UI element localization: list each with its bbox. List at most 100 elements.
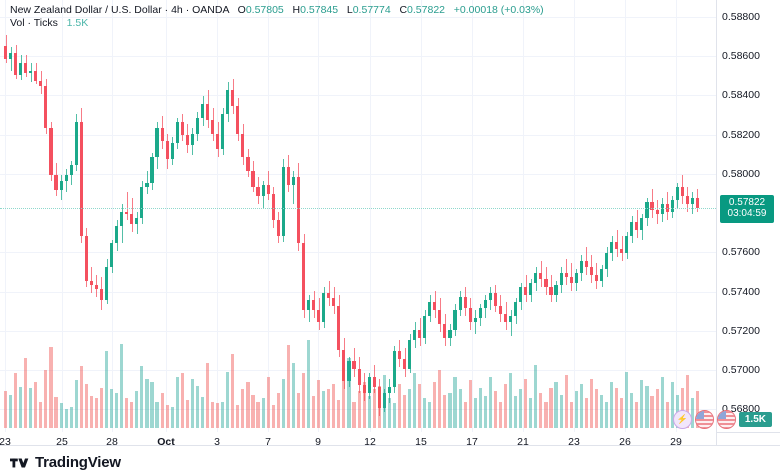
candle-body: [120, 212, 124, 226]
time-tick-label: 3: [214, 436, 220, 448]
candle-body: [155, 127, 159, 158]
candle-body: [493, 292, 497, 307]
volume-study-label[interactable]: Vol · Ticks: [10, 17, 58, 29]
grid-line-horizontal: [0, 291, 716, 293]
candle-body: [312, 300, 316, 311]
grid-line-horizontal: [0, 173, 716, 175]
volume-bar: [155, 401, 159, 428]
candle-body: [503, 314, 508, 323]
candle-wick: [511, 310, 512, 336]
volume-bar: [625, 371, 629, 428]
candle-body: [630, 221, 634, 236]
candle-body: [261, 184, 265, 197]
candle-wick: [586, 247, 587, 275]
exchange-label[interactable]: OANDA: [192, 4, 229, 16]
volume-bar: [478, 387, 482, 428]
candle-wick: [622, 235, 623, 262]
volume-bar: [84, 384, 88, 428]
time-tick-label: 25: [56, 436, 68, 448]
volume-bar: [503, 384, 508, 428]
volume-bar: [39, 401, 43, 428]
legend-main-row: New Zealand Dollar / U.S. Dollar · 4h · …: [10, 4, 544, 17]
symbol-name[interactable]: New Zealand Dollar / U.S. Dollar: [10, 4, 162, 16]
volume-bar: [569, 401, 573, 428]
volume-bar: [610, 382, 614, 428]
low-value: 0.57774: [352, 4, 391, 16]
grid-line-vertical: [370, 0, 371, 432]
grid-line-vertical: [472, 0, 473, 432]
candle-body: [387, 386, 391, 393]
candle-body: [281, 166, 285, 236]
volume-bar: [266, 376, 270, 428]
time-tick-label: 23: [568, 436, 580, 448]
candle-body: [478, 308, 482, 319]
volume-bar: [54, 397, 58, 428]
high-key: H: [292, 4, 301, 16]
price-tick-label: 0.57200: [722, 324, 760, 337]
volume-bar: [276, 392, 280, 428]
us-flag-icon-1[interactable]: [694, 410, 714, 429]
candle-body: [64, 174, 68, 181]
volume-bar: [150, 382, 154, 428]
volume-bar: [342, 368, 346, 428]
interval-label[interactable]: 4h: [171, 4, 183, 16]
volume-bar: [519, 389, 523, 428]
grid-line-horizontal: [0, 330, 716, 332]
candle-body: [352, 361, 356, 370]
candle-body: [14, 53, 18, 75]
candle-body: [94, 284, 98, 289]
volume-bar: [24, 357, 28, 428]
time-tick-label: 23: [0, 436, 11, 448]
volume-bar: [135, 391, 139, 428]
candle-body: [408, 339, 412, 370]
volume-bar: [413, 373, 417, 428]
time-scale[interactable]: 23 25 28 Oct 3 7 9 12 15 17 21 23 26 29: [0, 432, 716, 455]
candle-body: [104, 267, 109, 301]
open-value: 0.57805: [245, 4, 284, 16]
candle-body: [645, 202, 649, 218]
volume-bar: [665, 401, 669, 428]
chart-plot-area[interactable]: [0, 0, 716, 432]
volume-bar: [261, 398, 265, 428]
grid-line-vertical: [625, 0, 626, 432]
time-tick-label: 28: [106, 436, 118, 448]
volume-bar: [539, 392, 543, 428]
volume-bar: [291, 362, 295, 428]
candle-body: [660, 204, 664, 215]
price-scale-divider: [716, 0, 717, 445]
candle-body: [448, 329, 452, 338]
candle-body: [160, 127, 164, 142]
grid-line-horizontal: [0, 134, 716, 136]
grid-line-vertical: [421, 0, 422, 432]
volume-bar: [408, 389, 412, 428]
candle-body: [49, 127, 53, 175]
candle-body: [125, 212, 129, 215]
volume-bar: [660, 376, 664, 428]
volume-bar: [251, 394, 255, 428]
candle-body: [377, 386, 381, 409]
candle-wick: [66, 168, 67, 193]
volume-bar: [448, 392, 452, 428]
candle-body: [89, 280, 93, 285]
lightning-icon[interactable]: ⚡: [672, 410, 692, 429]
volume-bar: [670, 382, 674, 428]
candle-body: [190, 133, 194, 146]
bar-countdown: 03:04:59: [727, 208, 767, 220]
volume-bar: [685, 375, 689, 428]
candle-body: [19, 62, 23, 75]
volume-bar: [185, 399, 189, 428]
current-price-badge[interactable]: 0.57822 03:04:59: [720, 194, 774, 223]
candle-body: [589, 267, 593, 275]
candle-body: [362, 384, 366, 393]
candle-body: [236, 106, 240, 134]
grid-line-horizontal: [0, 408, 716, 410]
time-scale-bottom-border: [0, 445, 780, 446]
grid-line-vertical: [112, 0, 113, 432]
volume-bar: [301, 373, 306, 428]
grid-line-vertical: [62, 0, 63, 432]
volume-study-value: 1.5K: [66, 17, 89, 29]
volume-bar: [180, 373, 184, 428]
candle-body: [670, 200, 674, 213]
volume-bar: [145, 378, 149, 428]
us-flag-icon-2[interactable]: [716, 410, 736, 429]
